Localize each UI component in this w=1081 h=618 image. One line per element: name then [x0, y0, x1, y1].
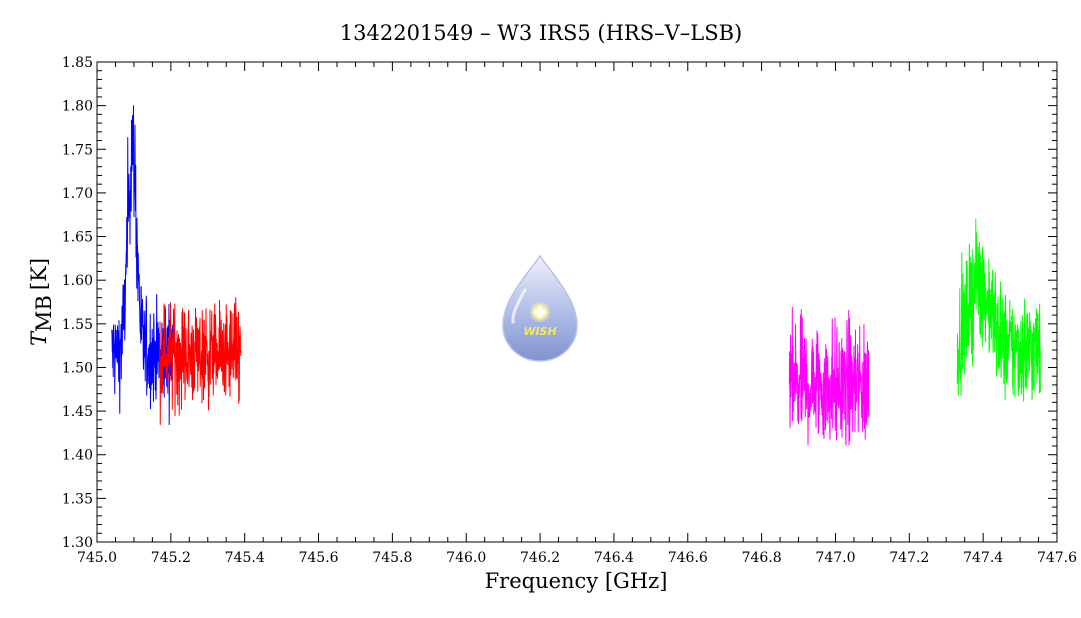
- wish-logo-text: WISH: [523, 325, 556, 338]
- x-axis-label: Frequency [GHz]: [485, 569, 668, 593]
- y-tick-label: 1.70: [62, 186, 93, 202]
- plot-traces: [111, 105, 1041, 446]
- x-tick-label: 747.6: [1037, 550, 1077, 566]
- series-line-2: [159, 296, 242, 426]
- y-axis-label: TMB [K]: [27, 258, 56, 346]
- x-tick-label: 746.2: [520, 550, 560, 566]
- y-tick-label: 1.35: [62, 491, 93, 507]
- svg-text:TMB[K]: TMB [K]: [27, 258, 56, 346]
- y-tick-label: 1.65: [62, 230, 93, 246]
- series-line-1: [111, 105, 174, 426]
- y-axis-label-unit: [K]: [27, 258, 51, 290]
- ticks: 745.0 745.2 745.4 745.6 745.8 746.0 746.2 746.4…: [62, 55, 1077, 566]
- axes: [96, 61, 1058, 543]
- chart-title: 1342201549 – W3 IRS5 (HRS–V–LSB): [340, 21, 742, 45]
- x-tick-label: 745.6: [298, 550, 338, 566]
- series-line-3: [788, 306, 870, 446]
- y-tick-label: 1.80: [62, 99, 93, 115]
- x-tick-label: 746.8: [742, 550, 782, 566]
- x-tick-label: 746.0: [446, 550, 486, 566]
- y-tick-label: 1.30: [62, 535, 93, 551]
- x-tick-label: 745.8: [372, 550, 412, 566]
- x-tick-label: 745.0: [77, 550, 117, 566]
- y-tick-label: 1.60: [62, 273, 93, 289]
- y-axis-label-main: T: [27, 330, 51, 346]
- x-tick-label: 746.4: [594, 550, 634, 566]
- wish-logo-icon: WISH: [502, 254, 578, 362]
- y-tick-label: 1.45: [62, 404, 93, 420]
- x-tick-label: 747.0: [815, 550, 855, 566]
- x-tick-label: 745.4: [225, 550, 265, 566]
- y-tick-label: 1.85: [62, 55, 93, 71]
- x-tick-label: 745.2: [151, 550, 191, 566]
- plot-frame: [96, 61, 1058, 543]
- y-tick-label: 1.75: [62, 142, 93, 158]
- x-tick-label: 747.4: [963, 550, 1003, 566]
- y-tick-label: 1.40: [62, 448, 93, 464]
- y-tick-label: 1.55: [62, 317, 93, 333]
- x-tick-label: 747.2: [889, 550, 929, 566]
- y-tick-label: 1.50: [62, 360, 93, 376]
- y-axis-label-sub: MB: [32, 295, 56, 332]
- x-tick-label: 746.6: [668, 550, 708, 566]
- series-line-4: [956, 218, 1041, 402]
